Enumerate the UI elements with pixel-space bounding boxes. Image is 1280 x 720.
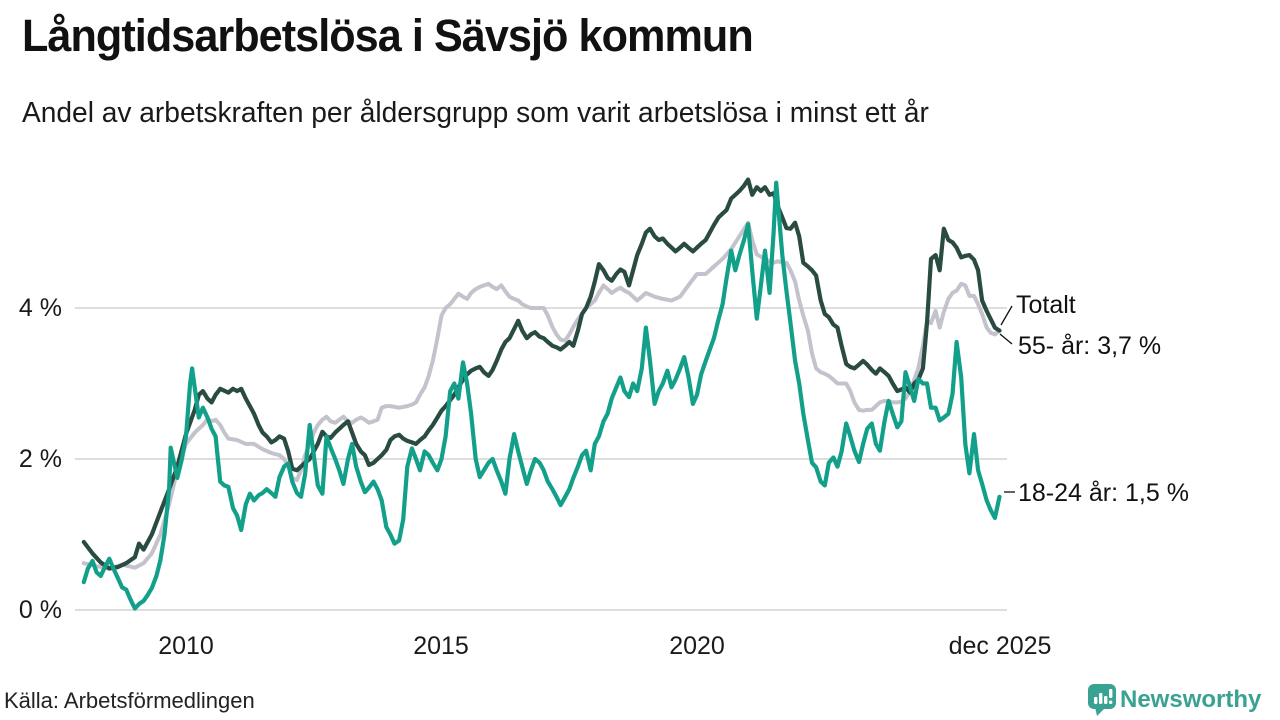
- series-label-total: Totalt: [1016, 291, 1076, 319]
- x-tick-2010: 2010: [158, 632, 214, 660]
- brand-logo: [1086, 683, 1118, 717]
- brand-name: Newsworthy: [1120, 686, 1262, 713]
- y-tick-2: 2 %: [18, 445, 62, 473]
- series-label-age1824: 18-24 år: 1,5 %: [1018, 479, 1189, 507]
- label-leader-lines: [999, 305, 1015, 493]
- x-tick-2020: 2020: [669, 632, 725, 660]
- chart-subtitle: Andel av arbetskraften per åldersgrupp s…: [22, 97, 929, 129]
- y-tick-0: 0 %: [18, 596, 62, 624]
- x-tick-dec-2025: dec 2025: [948, 632, 1052, 660]
- source-credit: Källa: Arbetsförmedlingen: [4, 688, 255, 713]
- x-tick-2015: 2015: [413, 632, 469, 660]
- series-label-age55: 55- år: 3,7 %: [1018, 332, 1162, 360]
- data-series: [81, 177, 1002, 611]
- series-line-totalt: [81, 177, 1002, 571]
- leader-total: [1000, 305, 1013, 326]
- newsworthy-icon: [1088, 684, 1116, 716]
- page-title: Långtidsarbetslösa i Sävsjö kommun: [22, 10, 754, 61]
- leader-age55: [999, 333, 1013, 345]
- series-line-18-24-r: [81, 180, 1002, 611]
- y-tick-4: 4 %: [18, 294, 62, 322]
- series-line-55-r: [81, 220, 1002, 571]
- gridlines: [75, 307, 1007, 611]
